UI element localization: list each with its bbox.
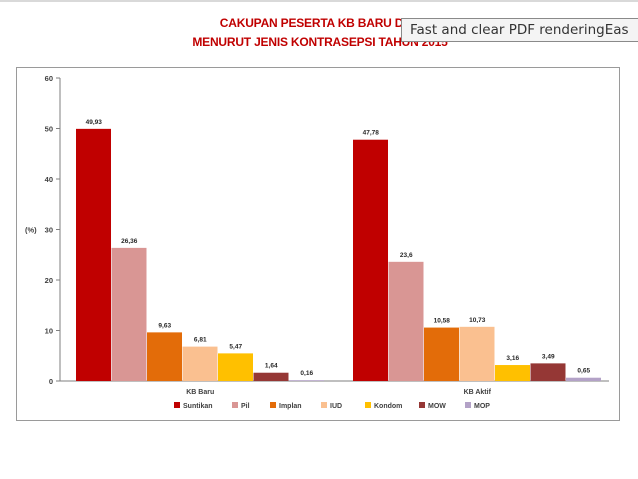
bar-implan-kb-aktif <box>424 327 459 381</box>
bar-suntikan-kb-aktif <box>353 139 388 381</box>
pdf-tooltip: Fast and clear PDF renderingEas <box>401 18 638 42</box>
chart-frame: 0 10 20 30 40 50 60 (%) 49,93 26,36 9,63 6,81 5,47 1,… <box>16 67 620 421</box>
legend-swatch-mop <box>465 402 471 408</box>
bar-chart: 0 10 20 30 40 50 60 (%) 49,93 26,36 9,63 6,81 5,47 1,… <box>25 74 609 410</box>
bar-implan-kb-baru <box>147 332 182 381</box>
legend-label-kondom: Kondom <box>374 403 402 410</box>
bar-iud-kb-aktif <box>459 326 495 381</box>
legend-swatch-pil <box>232 402 238 408</box>
y-tick-label: 20 <box>45 276 53 285</box>
bar-suntikan-kb-baru <box>76 128 111 381</box>
legend-label-suntikan: Suntikan <box>183 403 213 410</box>
data-label: 23,6 <box>400 252 413 259</box>
y-axis-label: (%) <box>25 226 37 235</box>
data-label: 9,63 <box>158 322 171 329</box>
data-label: 3,16 <box>506 355 519 362</box>
legend-label-implan: Implan <box>279 403 302 410</box>
bar-mow-kb-aktif <box>530 363 566 381</box>
bar-mop-kb-baru <box>289 380 324 381</box>
y-tick-label: 30 <box>45 226 53 235</box>
y-tick-label: 60 <box>45 74 53 83</box>
chart-title: CAKUPAN PESERTA KB BARU DAN MENURUT JENI… <box>150 14 490 52</box>
legend-swatch-suntikan <box>174 402 180 408</box>
bar-mow-kb-baru <box>253 372 289 381</box>
legend-swatch-iud <box>321 402 327 408</box>
chart-title-line2: MENURUT JENIS KONTRASEPSI TAHUN 2015 <box>192 35 448 49</box>
data-label: 10,58 <box>434 318 451 325</box>
bar-kondom-kb-baru <box>218 353 253 381</box>
data-label: 0,65 <box>577 368 590 375</box>
x-category-label: KB Baru <box>186 389 214 396</box>
data-label: 3,49 <box>542 353 555 360</box>
data-label: 47,78 <box>363 130 380 137</box>
data-label: 26,36 <box>121 238 138 245</box>
y-tick-label: 50 <box>45 125 53 134</box>
data-label: 10,73 <box>469 317 486 324</box>
legend-label-mop: MOP <box>474 403 490 410</box>
y-tick-label: 10 <box>45 327 53 336</box>
chart-title-line1: CAKUPAN PESERTA KB BARU DAN <box>219 16 421 30</box>
data-label: 0,16 <box>300 370 313 377</box>
legend-swatch-implan <box>270 402 276 408</box>
top-divider <box>0 0 638 2</box>
y-tick-label: 0 <box>49 377 53 386</box>
legend-label-pil: Pil <box>241 403 250 410</box>
bar-iud-kb-baru <box>182 346 218 381</box>
data-label: 1,64 <box>265 363 278 370</box>
bar-kondom-kb-aktif <box>495 365 530 381</box>
x-category-label: KB Aktif <box>464 389 492 396</box>
legend-swatch-mow <box>419 402 425 408</box>
legend-label-mow: MOW <box>428 403 446 410</box>
y-tick-label: 40 <box>45 175 53 184</box>
data-label: 5,47 <box>229 343 242 350</box>
bar-pil-kb-aktif <box>388 261 424 381</box>
data-label: 6,81 <box>194 337 207 344</box>
legend-label-iud: IUD <box>330 403 342 410</box>
bar-mop-kb-aktif <box>566 377 601 381</box>
bar-pil-kb-baru <box>111 247 147 381</box>
data-label: 49,93 <box>86 119 103 126</box>
legend-swatch-kondom <box>365 402 371 408</box>
